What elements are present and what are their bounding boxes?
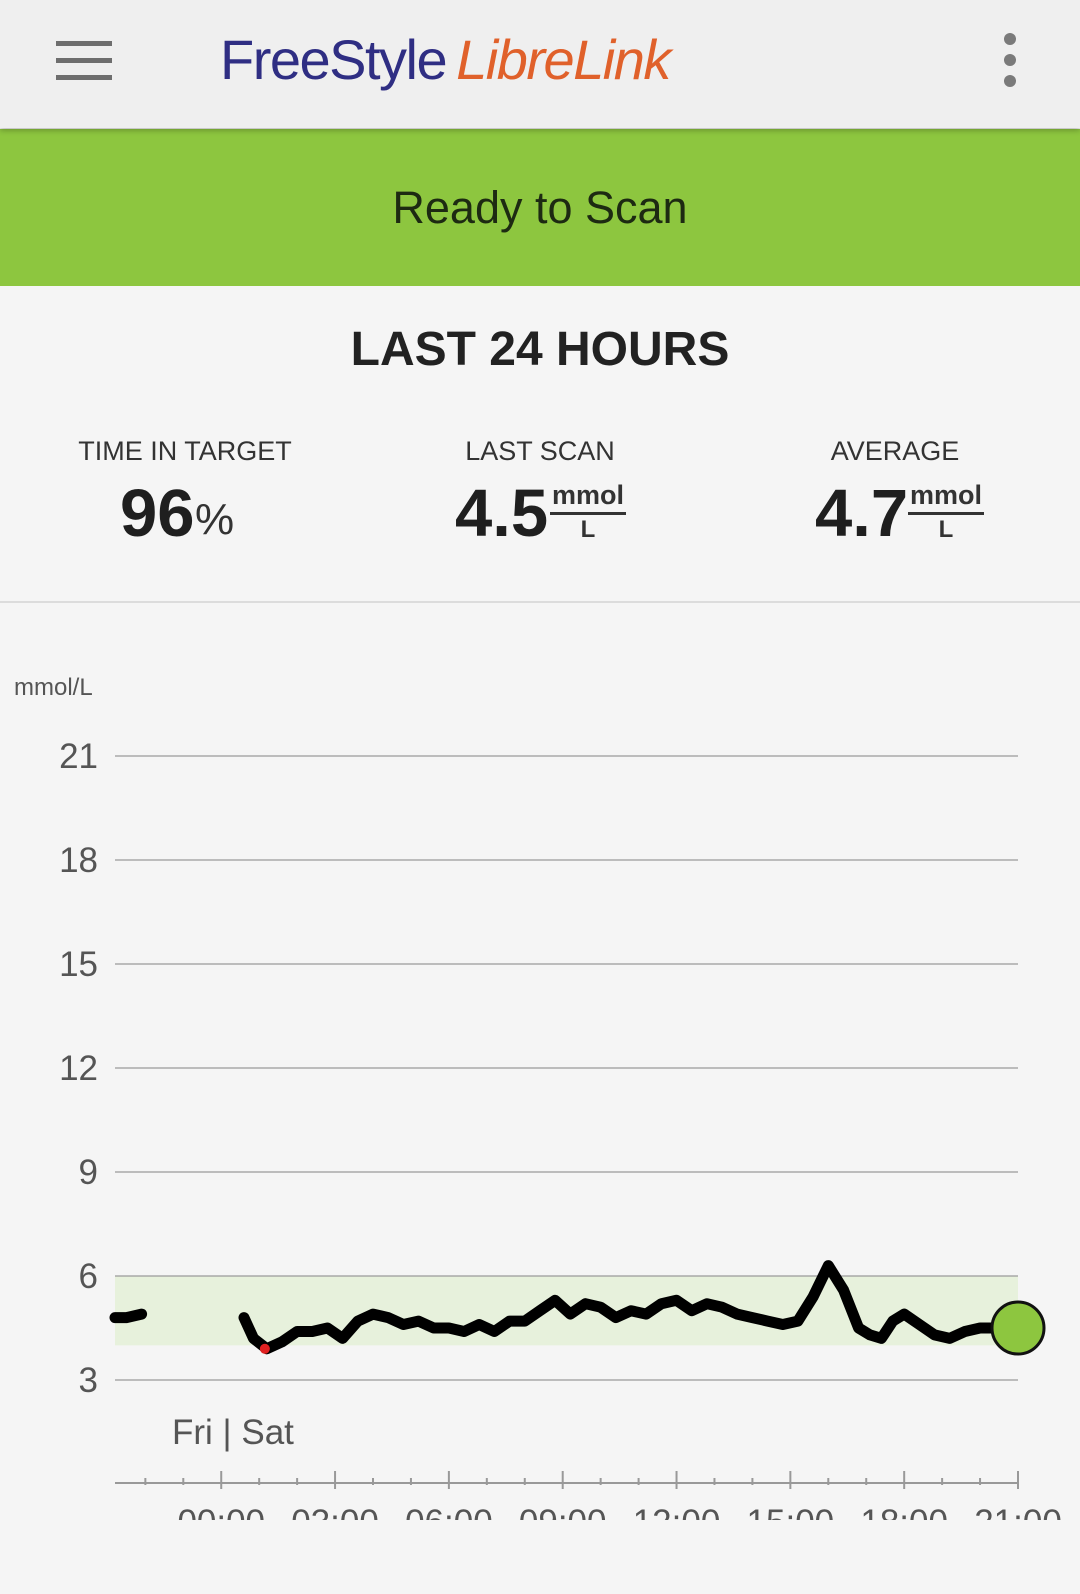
last-scan-unit-numerator: mmol	[550, 480, 626, 515]
low-glucose-point	[259, 1343, 270, 1354]
average-unit: mmol L	[908, 480, 984, 545]
ready-to-scan-banner[interactable]: Ready to Scan	[0, 129, 1080, 286]
last-scan-unit-denominator: L	[580, 516, 596, 543]
x-tick-label: 18:00	[860, 1503, 948, 1520]
day-divider-label: Fri | Sat	[172, 1413, 294, 1452]
glucose-chart: mmol/L 21 18 15 12 9 6 3 Fri | Sat 00:00 03:00 06:0…	[14, 674, 1062, 1520]
last-scan-label: LAST SCAN	[465, 436, 615, 466]
current-glucose-marker	[990, 1300, 1046, 1356]
app-logo: FreeStyle LibreLink	[220, 14, 671, 104]
summary-divider	[0, 601, 1080, 603]
x-tick-label: 15:00	[747, 1503, 835, 1520]
time-in-target-unit: %	[195, 495, 235, 544]
average-unit-denominator: L	[938, 516, 954, 543]
logo-librelink: LibreLink	[456, 27, 671, 91]
glucose-trace-2	[238, 1260, 1024, 1355]
section-title: LAST 24 HOURS	[350, 323, 730, 376]
time-in-target-value: 96	[120, 476, 195, 551]
x-tick-label: 03:00	[291, 1503, 379, 1520]
hamburger-menu-icon[interactable]	[46, 22, 122, 98]
average-unit-numerator: mmol	[908, 480, 984, 515]
y-tick-label: 12	[59, 1049, 98, 1088]
time-in-target-label: TIME IN TARGET	[78, 436, 292, 466]
x-tick-label: 06:00	[405, 1503, 493, 1520]
x-tick-label: 12:00	[633, 1503, 721, 1520]
x-tick-label: 09:00	[519, 1503, 607, 1520]
y-tick-label: 9	[79, 1153, 98, 1192]
average-label: AVERAGE	[830, 436, 960, 466]
average-value: 4.7	[815, 476, 909, 551]
last-scan-value: 4.5	[455, 476, 549, 551]
logo-freestyle: FreeStyle	[220, 27, 448, 91]
y-axis-unit-label: mmol/L	[14, 674, 93, 701]
y-tick-label: 6	[79, 1257, 98, 1296]
y-tick-label: 21	[59, 737, 98, 776]
x-tick-label: 00:00	[177, 1503, 265, 1520]
y-tick-label: 15	[59, 945, 98, 984]
x-tick-label: 21:00	[974, 1503, 1062, 1520]
app-bar: FreeStyle LibreLink	[0, 0, 1080, 128]
glucose-trace-1	[109, 1308, 148, 1324]
more-vertical-icon[interactable]	[986, 18, 1034, 102]
last-scan-unit: mmol L	[550, 480, 626, 545]
y-tick-label: 18	[59, 841, 98, 880]
y-tick-label: 3	[79, 1361, 98, 1400]
